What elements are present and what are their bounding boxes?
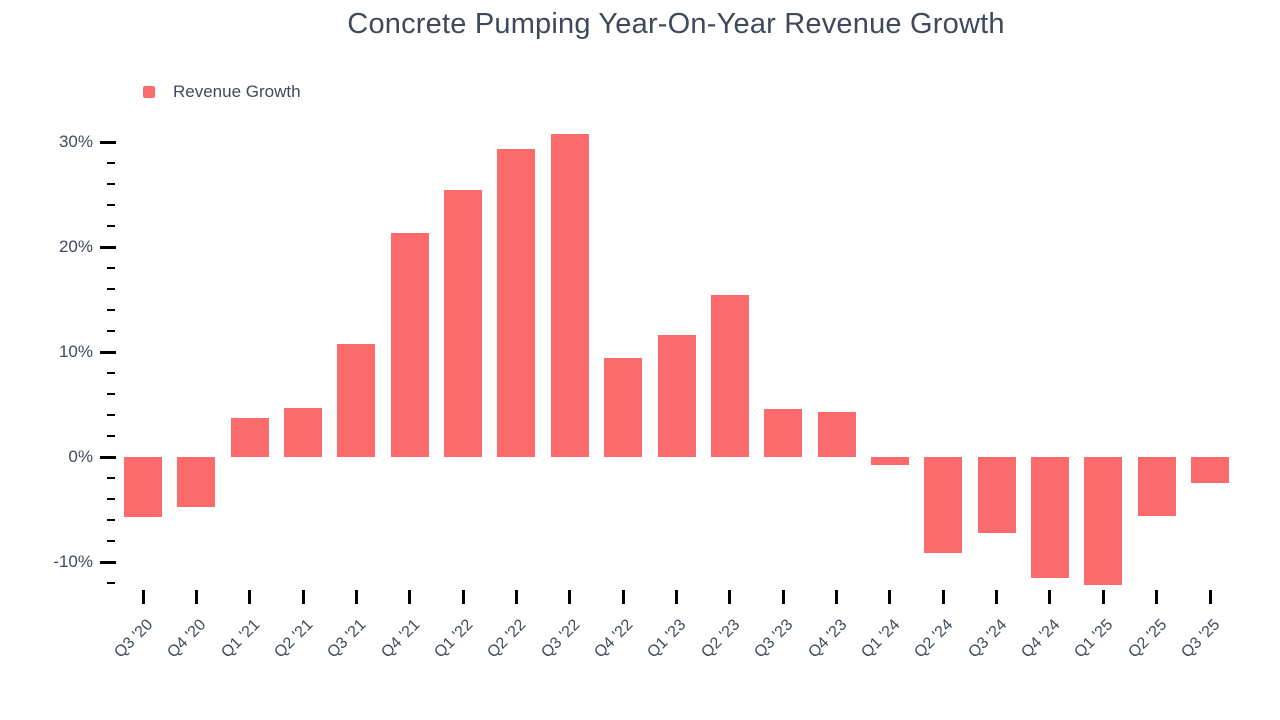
y-axis-tick-label: 0%	[68, 447, 93, 466]
bar-q2-25[interactable]	[1138, 457, 1176, 516]
bar-q2-22[interactable]	[497, 149, 535, 457]
y-axis-minor-tick	[107, 309, 115, 311]
x-axis-tick	[675, 590, 678, 604]
x-axis-tick	[1048, 590, 1051, 604]
legend-item-revenue-growth[interactable]: Revenue Growth	[143, 82, 301, 102]
y-axis-minor-tick	[107, 393, 115, 395]
x-axis-tick	[1209, 590, 1212, 604]
bar-q4-22[interactable]	[604, 358, 642, 457]
legend-label: Revenue Growth	[173, 82, 301, 101]
y-axis-minor-tick	[107, 288, 115, 290]
bar-q1-23[interactable]	[658, 335, 696, 457]
x-axis-tick	[888, 590, 891, 604]
bar-q2-21[interactable]	[284, 408, 322, 457]
x-axis-tick	[1155, 590, 1158, 604]
x-axis-tick	[622, 590, 625, 604]
y-axis-minor-tick	[107, 162, 115, 164]
bar-q3-23[interactable]	[764, 409, 802, 457]
y-axis-major-tick	[100, 141, 116, 144]
x-axis-tick	[142, 590, 145, 604]
y-axis-minor-tick	[107, 582, 115, 584]
y-axis-minor-tick	[107, 204, 115, 206]
x-axis-tick	[302, 590, 305, 604]
x-axis-tick	[355, 590, 358, 604]
x-axis-tick	[515, 590, 518, 604]
bar-q4-23[interactable]	[818, 412, 856, 457]
bar-q1-22[interactable]	[444, 190, 482, 457]
bar-q3-25[interactable]	[1191, 457, 1229, 483]
y-axis-minor-tick	[107, 225, 115, 227]
x-axis-tick	[248, 590, 251, 604]
bar-q3-22[interactable]	[551, 134, 589, 457]
y-axis-minor-tick	[107, 435, 115, 437]
x-axis-tick	[995, 590, 998, 604]
bar-q4-21[interactable]	[391, 233, 429, 457]
x-axis-tick	[782, 590, 785, 604]
legend-swatch-icon	[143, 86, 155, 98]
bar-q1-21[interactable]	[231, 418, 269, 457]
bar-q3-24[interactable]	[978, 457, 1016, 533]
bar-q3-21[interactable]	[337, 344, 375, 457]
y-axis-major-tick	[100, 246, 116, 249]
x-axis-tick	[1102, 590, 1105, 604]
y-axis-minor-tick	[107, 498, 115, 500]
y-axis-major-tick	[100, 351, 116, 354]
x-axis-tick	[195, 590, 198, 604]
y-axis-tick-label: 10%	[58, 342, 93, 361]
y-axis-minor-tick	[107, 414, 115, 416]
bar-q4-24[interactable]	[1031, 457, 1069, 578]
x-axis-tick	[462, 590, 465, 604]
x-axis-tick	[835, 590, 838, 604]
y-axis-major-tick	[100, 561, 116, 564]
y-axis-minor-tick	[107, 267, 115, 269]
y-axis-tick-label: 30%	[58, 132, 93, 151]
x-axis-tick	[728, 590, 731, 604]
chart-title: Concrete Pumping Year-On-Year Revenue Gr…	[347, 8, 1005, 40]
y-axis-minor-tick	[107, 540, 115, 542]
y-axis-minor-tick	[107, 519, 115, 521]
y-axis-tick-label: -10%	[53, 552, 93, 571]
y-axis-minor-tick	[107, 477, 115, 479]
bar-q2-24[interactable]	[924, 457, 962, 553]
y-axis-minor-tick	[107, 372, 115, 374]
y-axis-major-tick	[100, 456, 116, 459]
x-axis-tick	[568, 590, 571, 604]
y-axis-minor-tick	[107, 330, 115, 332]
bar-q1-24[interactable]	[871, 457, 909, 465]
x-axis-tick	[942, 590, 945, 604]
bar-q3-20[interactable]	[124, 457, 162, 517]
x-axis-tick	[408, 590, 411, 604]
bar-q1-25[interactable]	[1084, 457, 1122, 585]
bar-q2-23[interactable]	[711, 295, 749, 457]
y-axis-minor-tick	[107, 183, 115, 185]
y-axis-tick-label: 20%	[58, 237, 93, 256]
bar-q4-20[interactable]	[177, 457, 215, 507]
